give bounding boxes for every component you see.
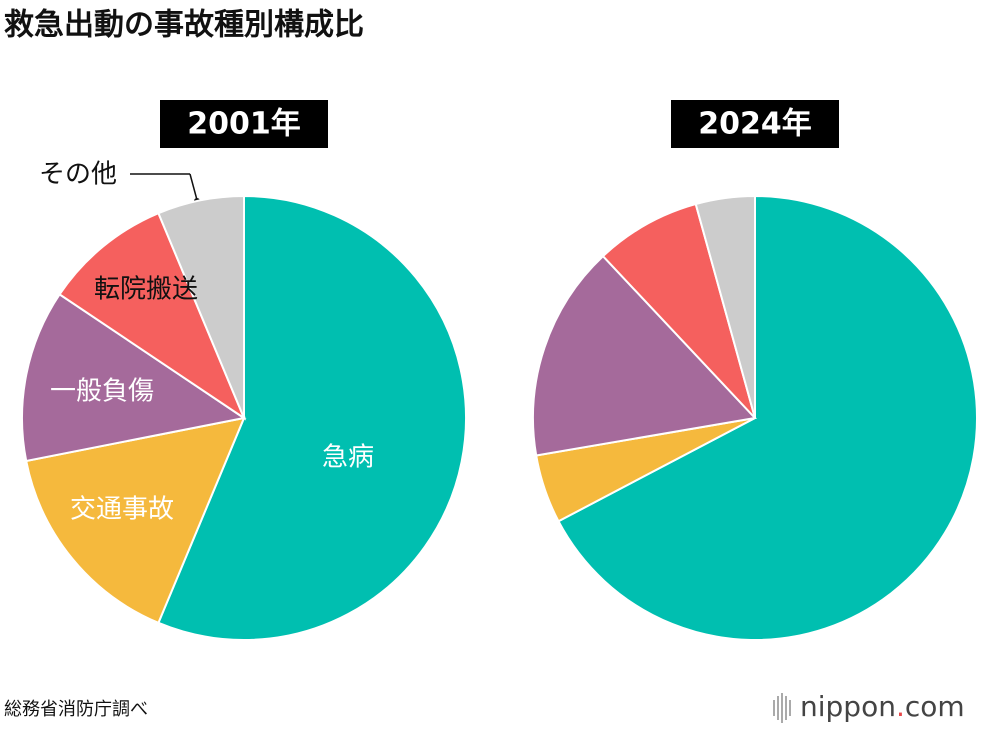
pie-slice — [557, 194, 978, 641]
pie-slice — [58, 211, 247, 421]
pie-slice — [694, 194, 756, 419]
slice-label: その他 — [39, 160, 117, 190]
pie-title: 2001年 — [187, 107, 301, 142]
source: 総務省消防庁調べ — [4, 699, 148, 720]
slice-label: 転院搬送 — [94, 275, 198, 305]
slice-label: 交通事故 — [70, 495, 174, 525]
pie-slice — [157, 194, 467, 641]
pie-title-box — [671, 100, 839, 148]
pie-title-box — [160, 100, 328, 148]
slice-label: 急病 — [322, 443, 374, 473]
pie-slice — [157, 194, 245, 419]
logo: nippon.com — [773, 690, 965, 723]
logo-icon — [773, 693, 791, 723]
leader-line — [189, 173, 198, 201]
page-title: 救急出動の事故種別構成比 — [4, 8, 364, 43]
pie-title: 2024年 — [698, 107, 812, 142]
pie-slice — [25, 416, 246, 625]
pie-slice — [21, 292, 247, 463]
logo-text: nippon.com — [800, 690, 965, 723]
pie-slice — [532, 254, 758, 457]
slice-label: 一般負傷 — [50, 377, 154, 407]
pie-slice — [601, 202, 756, 419]
